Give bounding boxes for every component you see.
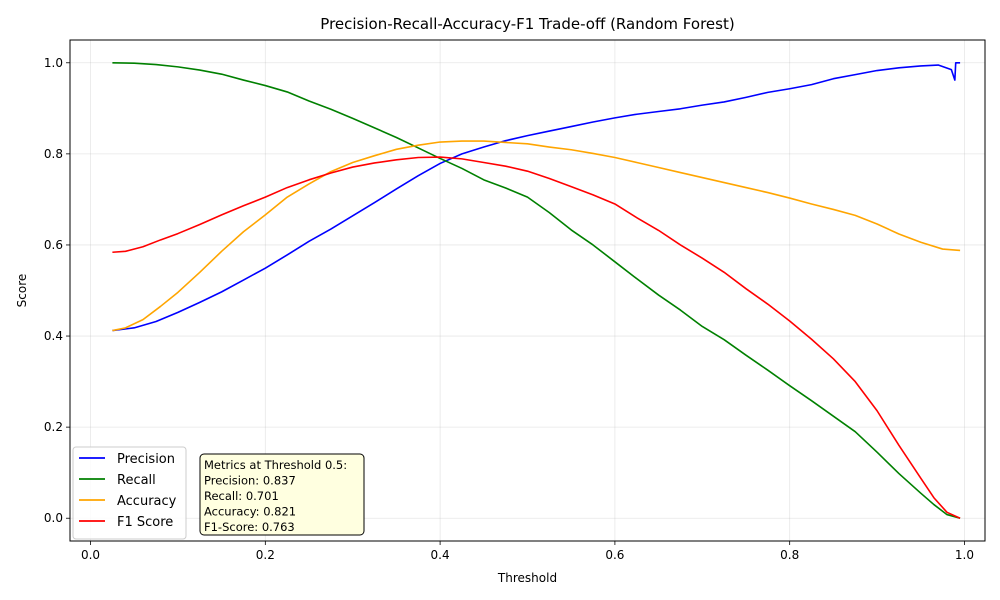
- series-line-f1-score: [112, 156, 961, 519]
- y-axis-label: Score: [15, 274, 29, 308]
- legend-entry: Accuracy: [117, 494, 177, 509]
- metrics-line: F1-Score: 0.763: [204, 520, 295, 534]
- x-tick-label: 0.2: [256, 548, 275, 562]
- series-line-recall: [112, 61, 961, 520]
- y-tick-label: 0.6: [44, 238, 63, 252]
- metrics-box-frame: [199, 453, 365, 536]
- legend-entry: Recall: [117, 473, 156, 488]
- x-tick-label: 1.0: [955, 548, 974, 562]
- y-tick-label: 0.0: [44, 511, 63, 525]
- x-tick-label: 0.0: [81, 548, 100, 562]
- y-tick-label: 0.2: [44, 420, 63, 434]
- x-tick-label: 0.6: [605, 548, 624, 562]
- x-tick-label: 0.4: [431, 548, 450, 562]
- metrics-line: Recall: 0.701: [204, 489, 279, 503]
- series-line-accuracy: [112, 140, 961, 332]
- metrics-box: Metrics at Threshold 0.5: Precision: 0.83…: [199, 453, 365, 536]
- x-tick-label: 0.8: [780, 548, 799, 562]
- y-tick-label: 1.0: [44, 56, 63, 70]
- plot-frame: [69, 39, 986, 542]
- y-tick-label: 0.8: [44, 147, 63, 161]
- x-axis-label: Threshold: [497, 571, 557, 585]
- axis-ticks: 0.0 0.2 0.4 0.6 0.8 1.0 0.0 0.2 0.4 0.6 0.8 1.0: [44, 56, 974, 562]
- metrics-line: Precision: 0.837: [204, 474, 296, 488]
- legend: Precision Recall Accuracy F1 Score: [72, 446, 187, 540]
- legend-frame: [72, 446, 187, 540]
- y-tick-label: 0.4: [44, 329, 63, 343]
- legend-entry: F1 Score: [117, 515, 173, 530]
- series-lines: [112, 61, 961, 520]
- series-line-precision: [112, 61, 961, 332]
- metrics-heading: Metrics at Threshold 0.5:: [204, 458, 347, 472]
- metrics-line: Accuracy: 0.821: [204, 505, 296, 519]
- legend-entry: Precision: [117, 452, 175, 467]
- chart-title: Precision-Recall-Accuracy-F1 Trade-off (…: [320, 15, 734, 33]
